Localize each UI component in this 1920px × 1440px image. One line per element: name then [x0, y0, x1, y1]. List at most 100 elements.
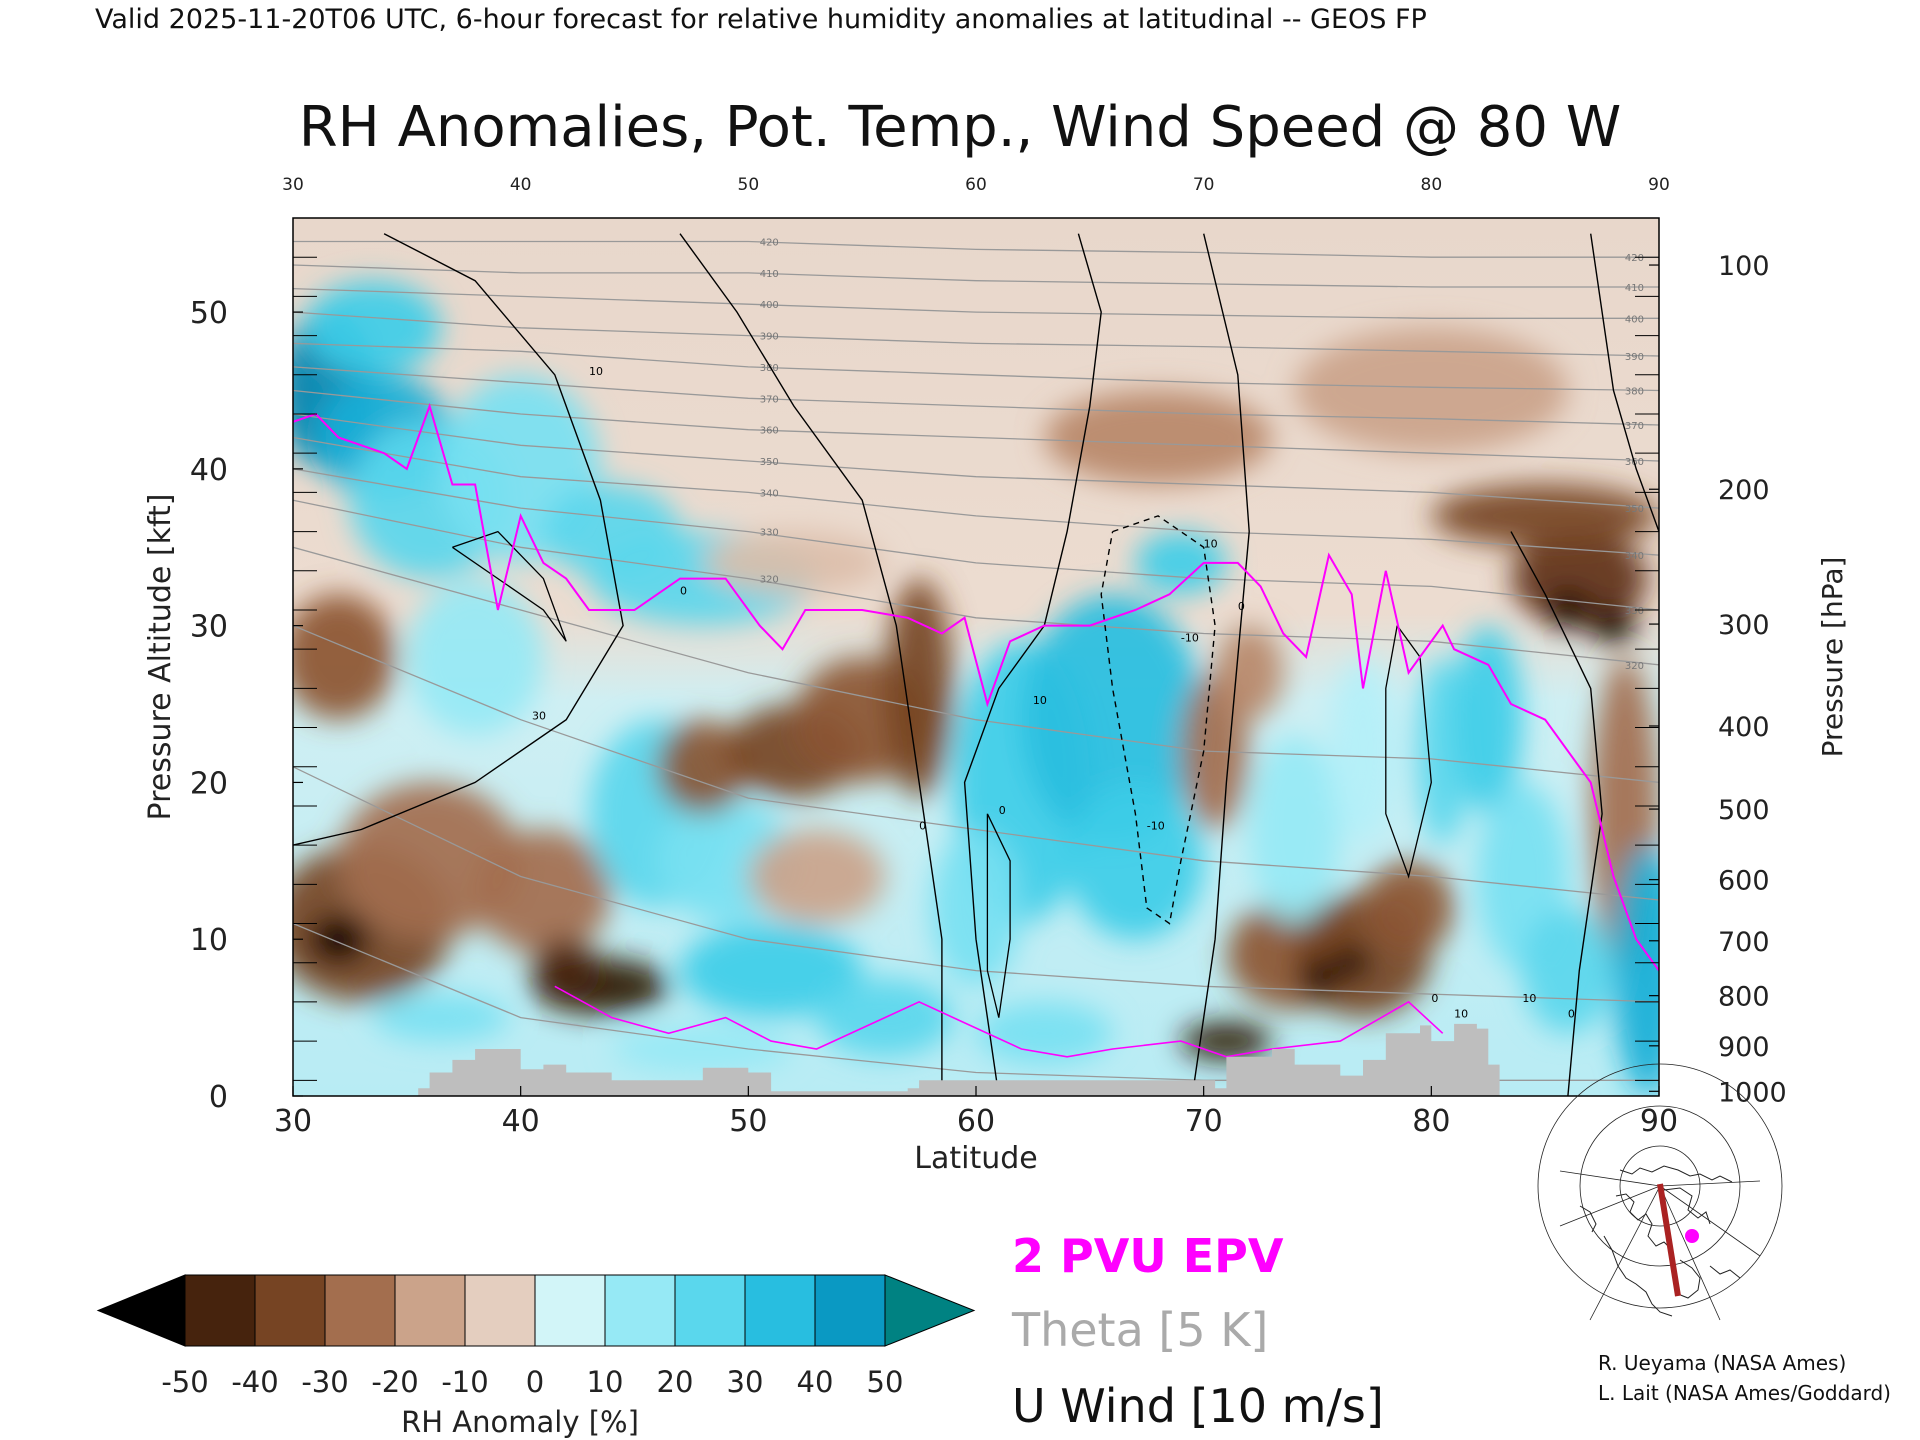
colorbar-segment — [184, 1274, 256, 1347]
epv-2pvu-contour — [293, 402, 1659, 1058]
terrain — [418, 1023, 1500, 1096]
rh-blob — [304, 280, 441, 375]
legend-epv: 2 PVU EPV — [1012, 1229, 1284, 1283]
rh-blob — [1431, 484, 1659, 548]
wind-label: 0 — [1238, 600, 1245, 613]
pressure-axis: 100 200 300 400 500 600 700 800 900 1000 — [1649, 251, 1787, 1108]
theta-label: 410 — [1625, 283, 1644, 294]
rh-blob — [1299, 959, 1336, 998]
theta-line — [293, 240, 1659, 258]
colorbar-tick-label: -40 — [231, 1365, 278, 1399]
theta-line — [293, 287, 1659, 319]
theta-line — [293, 366, 1659, 426]
wind-label: 10 — [1454, 1008, 1468, 1021]
colorbar-tick-label: 50 — [867, 1365, 904, 1399]
theta-line — [293, 389, 1659, 462]
wind-label: 0 — [1568, 1008, 1575, 1021]
rh-blob — [1328, 657, 1398, 846]
rh-blob — [1215, 625, 1284, 720]
map-coastlines — [1579, 1165, 1741, 1317]
pressure-tick-marks — [293, 256, 1659, 1081]
rh-blob — [1249, 735, 1341, 924]
x-top-tick-label: 50 — [738, 175, 760, 195]
wind-contour — [1590, 233, 1659, 532]
theta-label: 400 — [1625, 314, 1644, 325]
theta-label: 380 — [1625, 386, 1644, 397]
x-tick-label: 30 — [274, 1104, 312, 1139]
rh-blob — [1333, 947, 1370, 979]
wind-label: 0 — [1431, 992, 1438, 1005]
wind-label: 10 — [1033, 694, 1047, 707]
pressure-tick-label: 700 — [1718, 927, 1770, 958]
wind-label: 10 — [589, 365, 603, 378]
location-marker — [1685, 1229, 1699, 1243]
theta-label: 350 — [1625, 504, 1644, 515]
theta-line — [293, 436, 1659, 556]
rh-blob — [884, 578, 954, 799]
pressure-tick-label: 900 — [1718, 1032, 1770, 1063]
theta-line — [293, 311, 1659, 357]
wind-label: -10 — [1147, 819, 1165, 832]
wind-contour — [1191, 233, 1250, 1096]
colorbar-under-arrow — [96, 1274, 186, 1347]
pressure-tick-label: 400 — [1718, 712, 1770, 743]
rh-blob — [475, 829, 612, 955]
rh-blob — [308, 915, 369, 963]
colorbar-segment — [744, 1274, 816, 1347]
colorbar-tick-label: -10 — [441, 1365, 488, 1399]
x-top-tick-label: 30 — [282, 175, 304, 195]
rh-blob — [1180, 1022, 1272, 1060]
wind-contour — [293, 233, 624, 846]
inset-map — [1537, 1063, 1783, 1321]
theta-label: 390 — [1625, 352, 1644, 363]
colorbar-tick-label: 40 — [797, 1365, 834, 1399]
x-tick-label: 40 — [502, 1104, 540, 1139]
colorbar-segment — [604, 1274, 676, 1347]
legend-wind: U Wind [10 m/s] — [1012, 1379, 1384, 1433]
x-tick-label: 80 — [1412, 1104, 1450, 1139]
rh-blob — [293, 594, 396, 720]
x-tick-label: 70 — [1185, 1104, 1223, 1139]
pressure-tick-label: 100 — [1718, 251, 1770, 282]
pressure-tick-label: 500 — [1718, 795, 1770, 826]
y-tick-label: 50 — [190, 296, 228, 331]
x-axis-top: 30 40 50 60 70 80 90 — [282, 175, 1670, 195]
theta-label: 320 — [760, 575, 779, 586]
rh-blob — [1590, 606, 1637, 645]
theta-label: 400 — [760, 300, 779, 311]
theta-label: 340 — [760, 488, 779, 499]
x-axis: 30 40 50 60 70 80 90 — [274, 1086, 1678, 1139]
chart-title: RH Anomalies, Pot. Temp., Wind Speed @ 8… — [299, 95, 1621, 160]
rh-blob — [532, 939, 601, 1002]
colorbar-segment — [324, 1274, 396, 1347]
rh-blob — [372, 994, 510, 1042]
wind-label: 10 — [1204, 537, 1218, 550]
theta-contours: 420 420 410 410 400 400 390 390 380 380 370 370 360 3… — [293, 238, 1659, 1081]
pressure-tick-label: 1000 — [1718, 1077, 1787, 1108]
pressure-tick-label: 300 — [1718, 610, 1770, 641]
wind-contour-negative — [1100, 515, 1216, 925]
colorbar-segment — [674, 1274, 746, 1347]
theta-label: 370 — [1625, 421, 1644, 432]
theta-line — [293, 264, 1659, 288]
colorbar-segment — [814, 1274, 886, 1347]
y-tick-label: 0 — [209, 1080, 228, 1115]
colorbar-tick-label: -50 — [161, 1365, 208, 1399]
theta-line — [293, 624, 1659, 901]
theta-label: 330 — [1625, 606, 1644, 617]
x-axis-label: Latitude — [914, 1141, 1037, 1176]
x-tick-label: 50 — [729, 1104, 767, 1139]
theta-label: 350 — [760, 457, 779, 468]
colorbar-over-arrow — [884, 1274, 976, 1347]
colorbar-segment — [464, 1274, 536, 1347]
pressure-axis-label: Pressure [hPa] — [1816, 557, 1849, 758]
theta-line — [293, 766, 1659, 1003]
theta-label: 420 — [760, 238, 779, 249]
colorbar-tick-label: 30 — [727, 1365, 764, 1399]
map-graticule — [1537, 1063, 1783, 1321]
wind-contour — [1510, 531, 1603, 1096]
x-top-tick-label: 40 — [510, 175, 532, 195]
y-tick-label: 20 — [190, 766, 228, 801]
colorbar: -50 -40 -30 -20 -10 0 10 20 30 40 50 — [96, 1274, 976, 1399]
wind-contour — [986, 813, 1011, 1018]
